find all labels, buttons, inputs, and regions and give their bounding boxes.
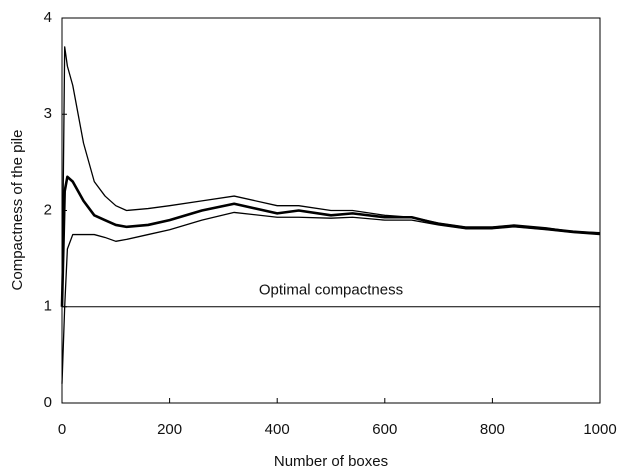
- x-tick-label: 600: [372, 421, 397, 438]
- y-axis-label: Compactness of the pile: [9, 130, 26, 291]
- x-tick-label: 800: [480, 421, 505, 438]
- x-tick-label: 200: [157, 421, 182, 438]
- y-tick-label: 1: [44, 298, 52, 315]
- x-tick-label: 0: [58, 421, 66, 438]
- x-tick-label: 1000: [583, 421, 616, 438]
- x-tick-label: 400: [265, 421, 290, 438]
- reference-label: Optimal compactness: [259, 282, 403, 299]
- series-line: [61, 211, 601, 384]
- x-axis-label: Number of boxes: [274, 453, 388, 470]
- y-tick-label: 3: [44, 105, 52, 122]
- y-tick-label: 4: [44, 9, 52, 26]
- y-tick-label: 2: [44, 201, 52, 218]
- y-tick-label: 0: [44, 394, 52, 411]
- series-line: [60, 175, 601, 307]
- series-line: [61, 46, 601, 307]
